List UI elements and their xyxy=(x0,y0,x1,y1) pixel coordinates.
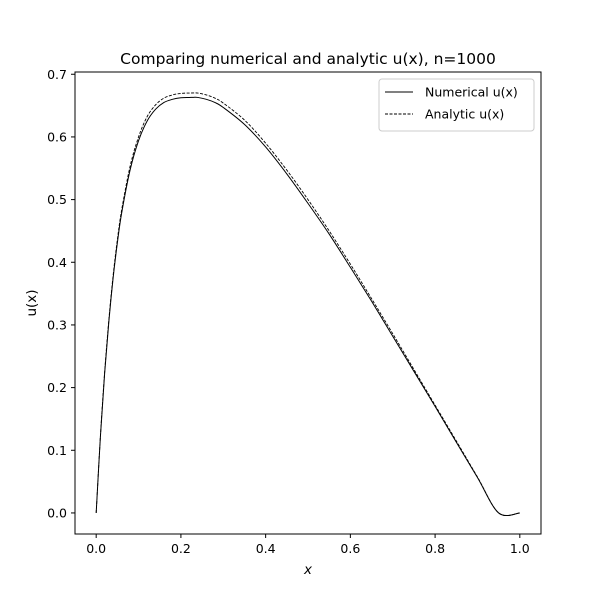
analytic-series-line xyxy=(95,92,520,517)
y-tick-label: 0.1 xyxy=(47,443,67,458)
legend-label: Numerical u(x) xyxy=(425,85,518,100)
x-tick-label: 0.4 xyxy=(256,541,276,556)
x-tick-label: 0.8 xyxy=(425,541,445,556)
x-tick-label: 0.2 xyxy=(171,541,191,556)
y-tick-label: 0.6 xyxy=(47,129,67,144)
x-tick-label: 0.6 xyxy=(340,541,360,556)
y-tick-label: 0.3 xyxy=(47,317,67,332)
y-tick-label: 0.7 xyxy=(47,67,67,82)
legend: Numerical u(x) Analytic u(x) xyxy=(378,78,535,132)
x-axis-label: x xyxy=(303,562,313,578)
y-tick-label: 0.0 xyxy=(47,505,67,520)
y-axis-label: u(x) xyxy=(24,289,40,316)
y-axis: 0.0 0.1 0.2 0.3 0.4 0.5 0.6 0.7 xyxy=(47,67,75,520)
y-tick-label: 0.5 xyxy=(47,192,67,207)
y-tick-label: 0.4 xyxy=(47,255,67,270)
plot-area xyxy=(95,92,520,517)
legend-label: Analytic u(x) xyxy=(425,107,504,122)
numerical-series-line xyxy=(95,96,520,517)
legend-box xyxy=(378,78,535,132)
plot-frame xyxy=(74,71,542,535)
x-tick-label: 1.0 xyxy=(510,541,530,556)
chart-title: Comparing numerical and analytic u(x), n… xyxy=(120,50,496,68)
y-tick-label: 0.2 xyxy=(47,380,67,395)
x-tick-label: 0.0 xyxy=(86,541,106,556)
x-axis: 0.0 0.2 0.4 0.6 0.8 1.0 xyxy=(86,534,530,556)
